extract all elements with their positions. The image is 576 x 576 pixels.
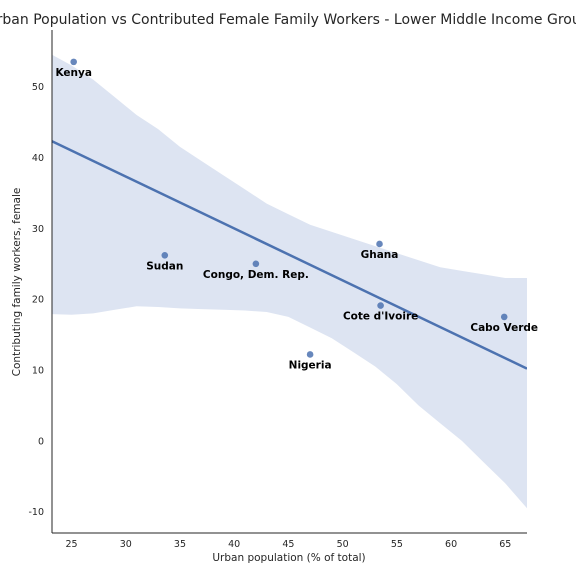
y-tick-label: 30 xyxy=(32,224,44,235)
x-tick-label: 55 xyxy=(391,539,403,550)
x-tick-label: 45 xyxy=(282,539,294,550)
data-point xyxy=(377,302,384,309)
point-label: Congo, Dem. Rep. xyxy=(203,269,309,281)
x-tick-label: 40 xyxy=(228,539,240,550)
data-point xyxy=(70,58,77,66)
y-tick-label: -10 xyxy=(28,507,44,518)
x-tick-label: 60 xyxy=(445,539,457,550)
y-tick-label: 40 xyxy=(32,153,44,164)
x-axis-label: Urban population (% of total) xyxy=(212,552,365,564)
point-label: Ghana xyxy=(361,249,399,261)
y-tick-label: 50 xyxy=(32,82,44,93)
x-tick-label: 35 xyxy=(174,539,186,550)
point-label: Nigeria xyxy=(289,359,332,371)
data-point xyxy=(376,240,383,248)
y-tick-label: 20 xyxy=(32,295,44,306)
x-tick-label: 65 xyxy=(499,539,511,550)
point-label: Sudan xyxy=(146,260,183,272)
y-tick-label: 10 xyxy=(32,366,44,377)
point-label: Cabo Verde xyxy=(470,322,538,334)
data-point xyxy=(500,313,508,321)
data-point xyxy=(252,260,260,268)
y-tick-label: 0 xyxy=(38,436,44,447)
y-axis-label: Contributing family workers, female xyxy=(11,188,23,377)
x-tick-label: 30 xyxy=(120,539,132,550)
point-label: Kenya xyxy=(55,67,91,79)
regression-line xyxy=(52,140,527,370)
data-point xyxy=(161,251,169,259)
x-tick-label: 50 xyxy=(337,539,349,550)
chart-title: Urban Population vs Contributed Female F… xyxy=(0,12,576,28)
point-label: Cote d'Ivoire xyxy=(343,311,418,323)
plot-area: 25 30 35 40 45 50 55 60 65 -10 0 10 20 30 40 50 Kenya Sud… xyxy=(28,30,538,550)
x-tick-label: 25 xyxy=(65,539,77,550)
confidence-band xyxy=(52,54,527,509)
data-point xyxy=(306,351,314,358)
